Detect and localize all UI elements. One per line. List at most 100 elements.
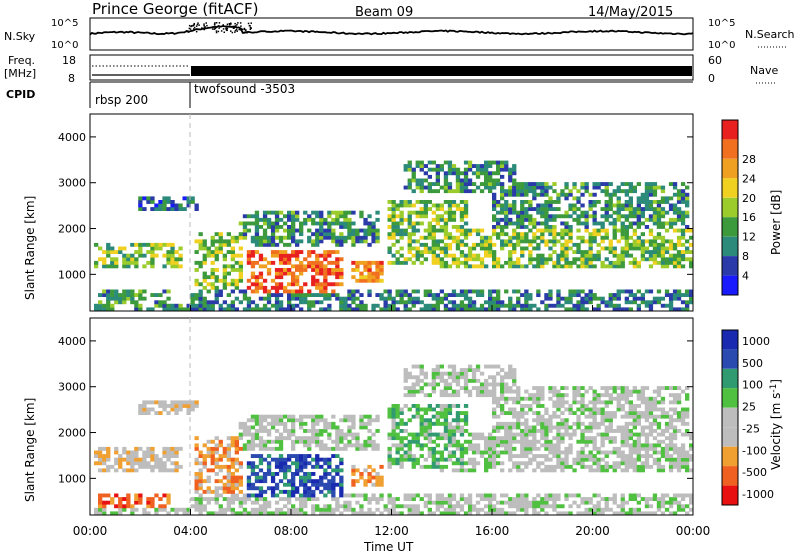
heatmap-cell (564, 429, 569, 433)
heatmap-cell (387, 225, 392, 229)
nsearch-point (218, 22, 221, 24)
heatmap-cell (411, 375, 416, 380)
heatmap-cell (435, 414, 440, 419)
heatmap-cell (303, 489, 308, 494)
heatmap-cell (540, 443, 545, 448)
heatmap-cell (672, 260, 678, 265)
heatmap-cell (572, 250, 577, 254)
heatmap-cell (230, 511, 235, 516)
heatmap-cell (295, 511, 300, 516)
heatmap-cell (471, 457, 477, 462)
heatmap-cell (596, 507, 601, 512)
heatmap-cell (431, 228, 436, 233)
heatmap-cell (262, 264, 268, 269)
heatmap-cell (230, 235, 235, 240)
heatmap-cell (516, 461, 521, 466)
heatmap-cell (512, 235, 517, 240)
heatmap-cell (540, 239, 545, 244)
heatmap-cell (488, 307, 493, 312)
heatmap-cell (512, 210, 517, 215)
heatmap-cell (544, 192, 549, 197)
heatmap-cell (443, 421, 449, 426)
heatmap-cell (496, 260, 501, 265)
heatmap-cell (447, 246, 453, 251)
heatmap-cell (608, 196, 613, 201)
heatmap-cell (532, 446, 537, 451)
heatmap-cell (291, 472, 296, 476)
heatmap-cell (672, 182, 678, 186)
heatmap-cell (327, 457, 332, 462)
heatmap-cell (194, 486, 199, 491)
heatmap-cell (592, 446, 597, 451)
heatmap-cell (685, 396, 690, 401)
heatmap-cell (616, 307, 621, 312)
heatmap-cell (234, 461, 239, 466)
heatmap-cell (463, 160, 469, 165)
heatmap-cell (628, 429, 633, 433)
heatmap-cell (475, 171, 481, 176)
heatmap-cell (427, 250, 432, 254)
heatmap-cell (391, 210, 396, 215)
heatmap-cell (134, 454, 139, 458)
heatmap-cell (427, 246, 432, 251)
heatmap-cell (331, 454, 336, 458)
heatmap-cell (222, 275, 227, 280)
heatmap-cell (250, 446, 256, 451)
heatmap-cell (443, 178, 449, 183)
heatmap-cell (580, 450, 585, 455)
heatmap-cell (170, 246, 175, 251)
colorbar-swatch (722, 485, 738, 505)
heatmap-cell (274, 457, 280, 462)
power-colorbar-label: Power [dB] (769, 190, 783, 255)
heatmap-cell (508, 407, 513, 412)
heatmap-cell (431, 303, 436, 308)
heatmap-cell (250, 486, 256, 491)
heatmap-cell (447, 207, 453, 211)
heatmap-cell (536, 289, 541, 294)
heatmap-cell (624, 432, 629, 437)
heatmap-cell (516, 414, 521, 419)
heatmap-cell (612, 500, 617, 505)
heatmap-cell (680, 493, 686, 498)
heatmap-cell (214, 446, 219, 451)
heatmap-cell (552, 450, 557, 455)
heatmap-cell (447, 425, 453, 430)
heatmap-cell (407, 439, 412, 444)
heatmap-cell (158, 242, 163, 247)
heatmap-cell (628, 253, 633, 258)
heatmap-cell (552, 393, 557, 398)
heatmap-cell (303, 497, 308, 501)
heatmap-cell (536, 242, 541, 247)
heatmap-cell (616, 450, 621, 455)
heatmap-cell (451, 253, 457, 258)
heatmap-cell (427, 225, 432, 229)
heatmap-cell (274, 271, 280, 276)
heatmap-cell (270, 293, 276, 297)
heatmap-cell (399, 464, 404, 469)
heatmap-cell (311, 418, 316, 423)
heatmap-cell (194, 489, 199, 494)
heatmap-cell (439, 421, 444, 426)
heatmap-cell (411, 232, 416, 237)
heatmap-cell (162, 461, 167, 466)
nsearch-point (226, 23, 229, 26)
heatmap-cell (488, 178, 493, 183)
heatmap-cell (479, 450, 485, 455)
heatmap-cell (455, 429, 461, 433)
heatmap-cell (568, 425, 573, 430)
heatmap-cell (600, 436, 605, 441)
heatmap-cell (323, 235, 328, 240)
heatmap-cell (520, 497, 525, 501)
heatmap-cell (439, 497, 444, 501)
heatmap-cell (540, 189, 545, 194)
heatmap-cell (166, 242, 171, 247)
heatmap-cell (375, 278, 380, 283)
heatmap-cell (254, 303, 260, 308)
heatmap-cell (492, 171, 497, 176)
heatmap-cell (660, 235, 666, 240)
heatmap-cell (620, 407, 625, 412)
heatmap-cell (391, 217, 396, 222)
heatmap-cell (170, 468, 175, 473)
heatmap-cell (459, 454, 465, 458)
heatmap-cell (242, 432, 248, 437)
